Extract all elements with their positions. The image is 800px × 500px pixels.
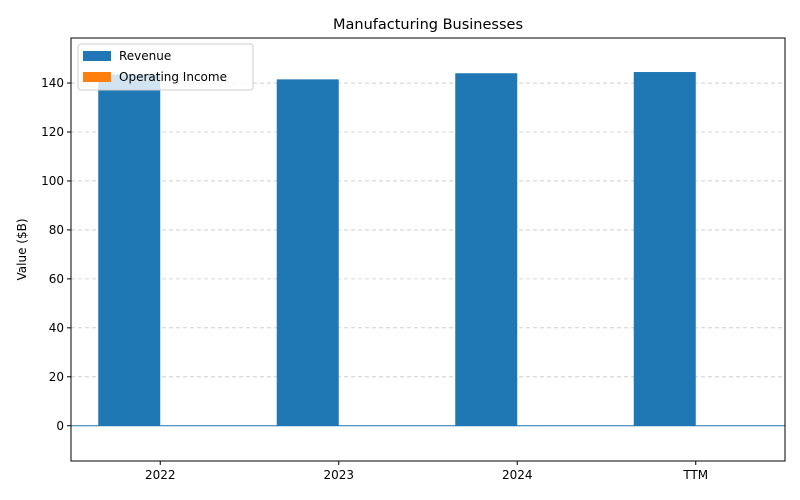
y-ticks: 0 20 40 60 80 100 120 140 <box>41 76 71 433</box>
y-tick-label: 140 <box>41 76 64 90</box>
x-tick-label: 2024 <box>502 468 533 482</box>
y-axis-title: Value ($B) <box>15 219 29 281</box>
bars <box>98 72 696 426</box>
plot-frame <box>70 37 786 462</box>
legend: Revenue Operating Income <box>77 43 254 91</box>
y-tick-label: 20 <box>49 370 64 384</box>
bar-revenue-2022 <box>98 74 161 426</box>
legend-swatch-operating-income <box>83 72 111 82</box>
legend-label-revenue: Revenue <box>119 49 171 63</box>
chart-title: Manufacturing Businesses <box>333 17 523 33</box>
legend-label-operating-income: Operating Income <box>119 70 227 84</box>
legend-box <box>77 43 254 91</box>
y-tick-label: 100 <box>41 174 64 188</box>
y-tick-label: 40 <box>49 321 64 335</box>
legend-swatch-revenue <box>83 51 111 61</box>
x-tick-label: 2023 <box>323 468 354 482</box>
y-tick-label: 60 <box>49 272 64 286</box>
y-tick-label: 120 <box>41 125 64 139</box>
bar-revenue-2024 <box>455 73 518 426</box>
y-tick-label: 80 <box>49 223 64 237</box>
bar-revenue-ttm <box>633 72 696 426</box>
x-tick-label: TTM <box>682 468 708 482</box>
bar-revenue-2023 <box>276 79 339 426</box>
x-ticks: 2022 2023 2024 TTM <box>145 461 708 482</box>
x-tick-label: 2022 <box>145 468 176 482</box>
y-tick-label: 0 <box>56 419 64 433</box>
